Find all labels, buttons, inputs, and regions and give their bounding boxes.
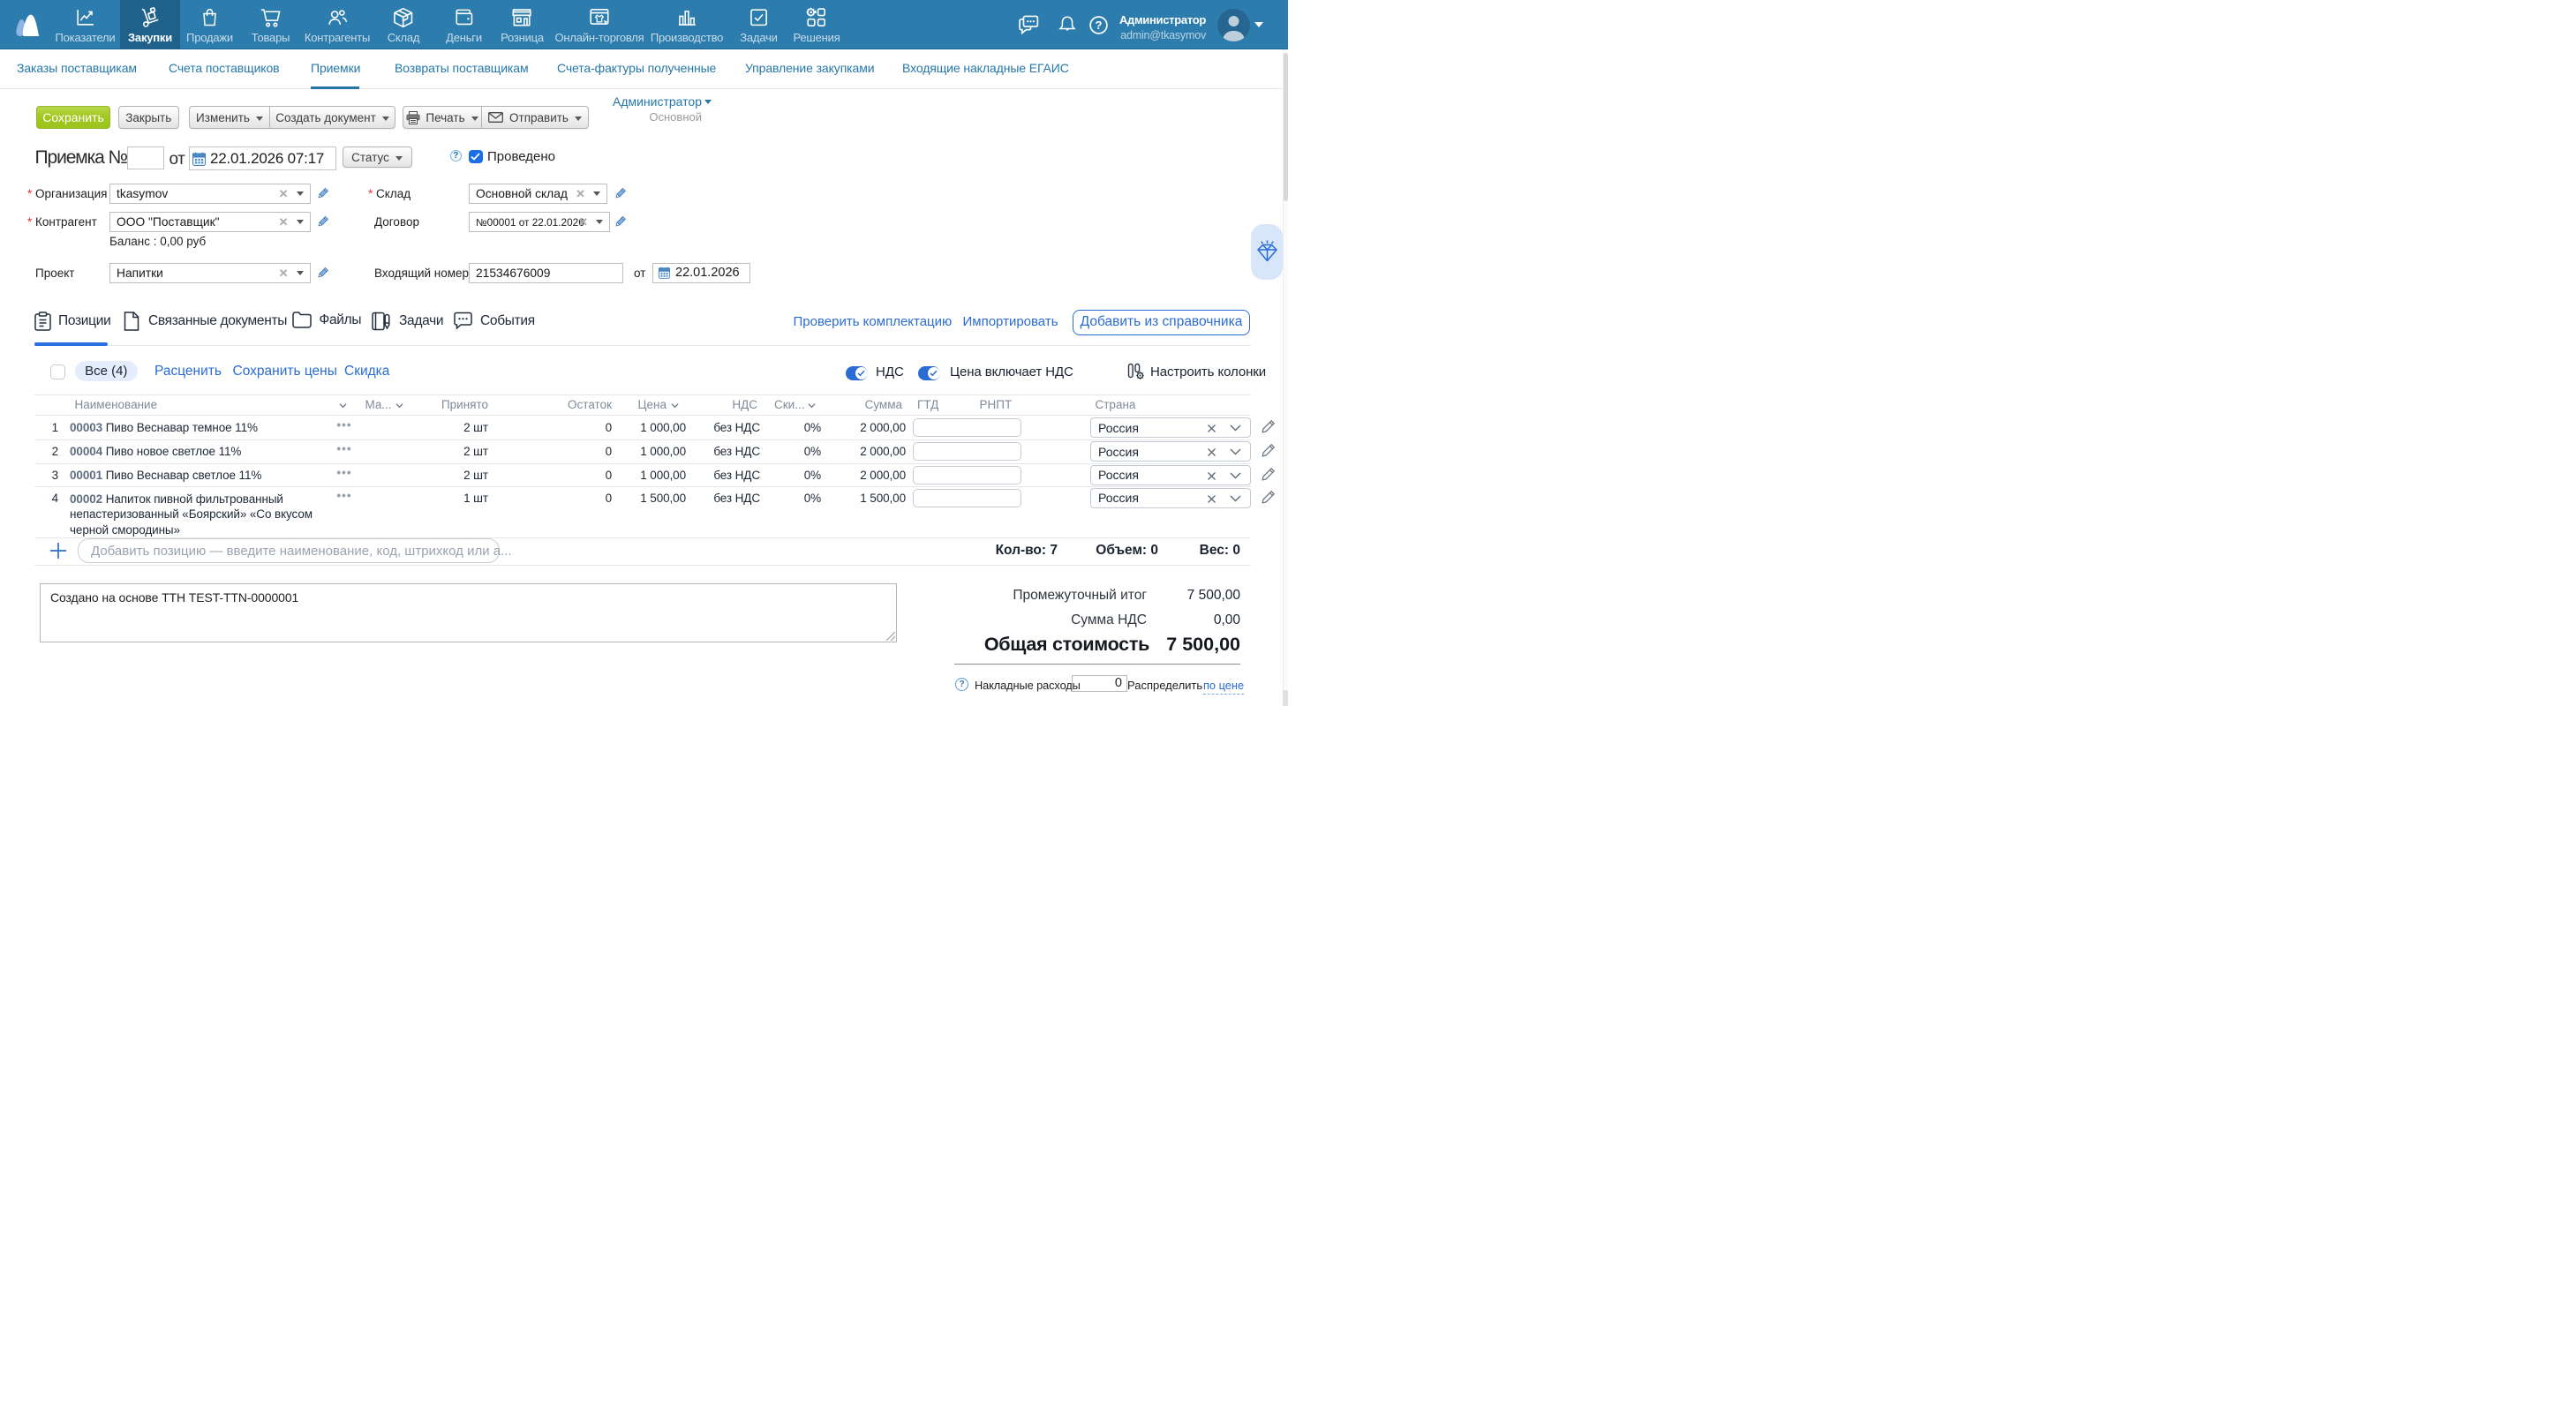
svg-text:?: ? — [1096, 18, 1103, 31]
